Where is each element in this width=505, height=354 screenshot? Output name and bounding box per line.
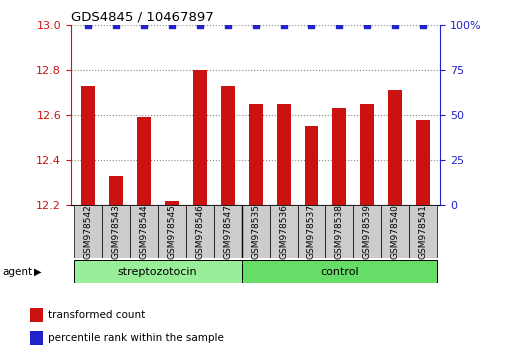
Text: streptozotocin: streptozotocin [118, 267, 197, 277]
Bar [325, 205, 353, 258]
Bar [332, 108, 346, 205]
Point [419, 22, 427, 28]
Text: GSM978547: GSM978547 [223, 204, 232, 259]
Bar [381, 205, 409, 258]
Bar [409, 205, 436, 258]
Point [223, 22, 231, 28]
Bar [416, 120, 430, 205]
Bar [136, 117, 150, 205]
Point [391, 22, 399, 28]
Text: GSM978537: GSM978537 [307, 204, 315, 259]
Bar [213, 205, 241, 258]
Text: GSM978539: GSM978539 [362, 204, 371, 259]
Text: GSM978542: GSM978542 [83, 205, 92, 259]
Text: GSM978544: GSM978544 [139, 205, 148, 259]
Bar [269, 205, 297, 258]
Text: control: control [320, 267, 358, 277]
Point [139, 22, 147, 28]
Bar [297, 205, 325, 258]
Text: GDS4845 / 10467897: GDS4845 / 10467897 [71, 11, 213, 24]
Bar [241, 205, 269, 258]
Text: GSM978541: GSM978541 [418, 204, 427, 259]
Text: percentile rank within the sample: percentile rank within the sample [48, 332, 224, 343]
Bar [80, 86, 94, 205]
Text: GSM978536: GSM978536 [278, 204, 287, 259]
Bar [129, 205, 157, 258]
Bar [353, 205, 381, 258]
Bar [102, 205, 129, 258]
Text: GSM978538: GSM978538 [334, 204, 343, 259]
Bar [220, 86, 234, 205]
Bar [192, 70, 206, 205]
Point [251, 22, 259, 28]
Bar [157, 205, 185, 258]
Bar [360, 104, 374, 205]
Point [111, 22, 119, 28]
Point [335, 22, 343, 28]
Bar [30, 331, 43, 344]
Text: transformed count: transformed count [48, 310, 145, 320]
Point [279, 22, 287, 28]
Point [363, 22, 371, 28]
Bar [276, 104, 290, 205]
Bar [248, 104, 262, 205]
Bar [388, 90, 401, 205]
Bar [74, 260, 241, 283]
Bar [185, 205, 213, 258]
Bar [164, 201, 178, 205]
Point [195, 22, 203, 28]
Text: GSM978540: GSM978540 [390, 204, 399, 259]
Point [307, 22, 315, 28]
Point [83, 22, 91, 28]
Text: GSM978546: GSM978546 [195, 204, 204, 259]
Point [167, 22, 175, 28]
Text: GSM978535: GSM978535 [250, 204, 260, 259]
Text: agent: agent [3, 267, 33, 277]
Bar [241, 260, 436, 283]
Text: GSM978543: GSM978543 [111, 204, 120, 259]
Text: GSM978545: GSM978545 [167, 204, 176, 259]
Bar [109, 176, 122, 205]
Bar [304, 126, 318, 205]
Bar [74, 205, 102, 258]
Text: ▶: ▶ [34, 267, 42, 277]
Bar [30, 308, 43, 322]
